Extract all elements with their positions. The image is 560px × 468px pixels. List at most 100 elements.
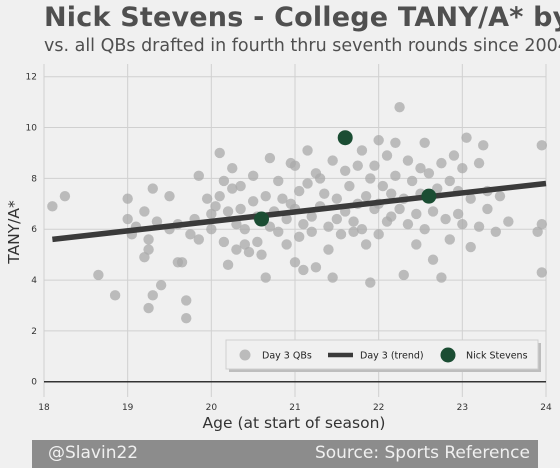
trend-line: [52, 180, 547, 243]
y-tick-label: 10: [26, 124, 38, 134]
day3-qb-point: [235, 180, 246, 192]
day3-qb-point: [218, 236, 230, 248]
day3-qb-point: [143, 244, 154, 255]
day3-qb-point: [490, 226, 501, 237]
day3-qb-point: [419, 137, 430, 149]
day3-qb-point: [176, 257, 188, 268]
y-tick-label: 8: [31, 174, 37, 184]
legend-label: Day 3 QBs: [262, 351, 312, 362]
day3-qb-point: [444, 234, 455, 245]
day3-qb-point: [452, 208, 464, 220]
day3-qb-point: [306, 211, 317, 222]
day3-qb-point: [185, 229, 196, 240]
day3-qb-point: [193, 234, 204, 245]
day3-qb-point: [386, 188, 397, 199]
chart-subtitle: vs. all QBs drafted in fourth thru seven…: [44, 36, 560, 56]
legend-marker-swatch: [239, 349, 251, 361]
day3-qb-point: [227, 183, 238, 194]
day3-qb-point: [214, 190, 225, 202]
day3-qb-point: [335, 229, 347, 240]
day3-qb-point: [365, 277, 376, 288]
day3-qb-point: [181, 312, 192, 324]
x-axis-label: Age (at start of season): [203, 414, 386, 432]
day3-qb-point: [109, 290, 121, 301]
day3-qb-point: [235, 203, 246, 215]
x-tick-label: 18: [38, 403, 50, 413]
day3-qb-point: [293, 185, 305, 197]
day3-qb-point: [327, 155, 338, 166]
footer-handle: @Slavin22: [48, 443, 139, 463]
day3-qb-point: [381, 150, 393, 161]
y-tick-label: 2: [31, 327, 37, 337]
day3-qb-point: [390, 170, 401, 182]
day3-qb-point: [398, 269, 409, 281]
day3-qb-point: [214, 147, 225, 159]
day3-qb-point: [402, 155, 414, 166]
day3-qb-point: [264, 152, 276, 164]
nick-stevens-point: [337, 130, 353, 146]
day3-qb-point: [277, 193, 288, 204]
day3-qb-point: [256, 249, 267, 260]
day3-qb-point: [281, 239, 292, 250]
day3-qb-point: [457, 163, 468, 174]
day3-qb-point: [348, 216, 359, 227]
legend-box: [225, 339, 539, 370]
day3-qb-point: [465, 193, 476, 204]
day3-qb-point: [457, 218, 468, 230]
day3-qb-point: [461, 132, 472, 143]
day3-qb-point: [298, 264, 309, 276]
day3-qb-point: [365, 173, 376, 184]
day3-qb-point: [289, 160, 301, 171]
x-tick-label: 20: [206, 403, 218, 413]
day3-qb-point: [122, 193, 133, 204]
x-tick-label: 24: [540, 403, 552, 413]
day3-qb-point: [340, 165, 351, 176]
day3-qb-point: [218, 175, 230, 187]
day3-qb-point: [155, 279, 167, 291]
day3-qb-point: [298, 218, 309, 230]
day3-qb-point: [444, 175, 455, 187]
day3-qb-point: [494, 190, 506, 202]
footer-bar: @Slavin22 Source: Sports Reference: [32, 440, 538, 468]
day3-qb-point: [344, 180, 355, 192]
day3-qb-point: [302, 178, 313, 189]
day3-qb-point: [164, 190, 175, 202]
trend-line-group: [52, 180, 547, 243]
day3-qb-point: [252, 236, 263, 248]
x-tick-label: 21: [289, 403, 300, 413]
day3-qb-point: [222, 259, 234, 271]
day3-qb-point: [356, 145, 368, 156]
day3-qb-point: [222, 206, 234, 217]
day3-qb-point: [264, 221, 276, 232]
day3-qb-point: [289, 257, 301, 268]
day3-qb-point: [239, 239, 250, 250]
day3-qb-point: [59, 190, 71, 202]
day3-qb-point: [201, 193, 213, 204]
day3-qb-point: [206, 208, 217, 220]
day3-qb-point: [319, 188, 330, 199]
day3-qb-point: [377, 180, 389, 192]
day3-qb-point: [360, 239, 372, 250]
nick-stevens-point: [421, 188, 437, 204]
day3-qb-point: [394, 102, 405, 113]
day3-qb-point: [147, 183, 158, 194]
day3-qb-point: [143, 302, 154, 314]
day3-qb-point: [206, 224, 217, 235]
day3-qb-point: [411, 239, 422, 250]
day3-qb-point: [373, 229, 384, 240]
day3-qb-point: [536, 267, 548, 278]
day3-qb-point: [436, 157, 447, 169]
day3-qb-point: [436, 272, 447, 283]
nick-stevens-point: [254, 211, 270, 227]
day3-qb-point: [473, 221, 485, 232]
chart-title: Nick Stevens - College TANY/A* by Age: [44, 2, 560, 33]
day3-qb-point: [536, 140, 548, 151]
day3-qb-point: [427, 254, 439, 265]
day3-qb-point: [331, 213, 343, 225]
day3-qb-point: [143, 234, 154, 245]
day3-qb-point: [247, 196, 259, 207]
day3-qb-point: [260, 190, 271, 202]
legend-label: Day 3 (trend): [360, 351, 424, 362]
